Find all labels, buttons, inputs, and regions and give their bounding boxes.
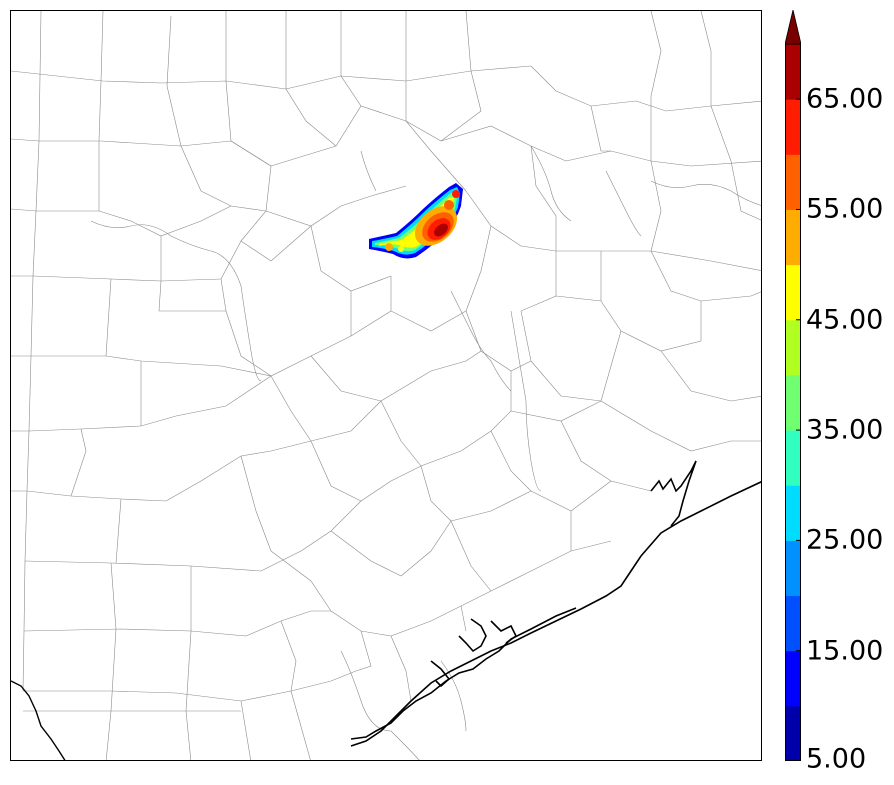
colorbar-segment <box>785 540 801 597</box>
colorbar-outline <box>785 43 801 761</box>
colorbar-extend-arrow <box>785 10 801 45</box>
colorbar-tick-label: 55.00 <box>806 193 884 225</box>
colorbar-segment <box>785 264 801 321</box>
colorbar-segment <box>785 99 801 155</box>
colorbar-tick-label: 15.00 <box>806 635 884 667</box>
colorbar-segment <box>785 374 801 431</box>
colorbar-segment <box>785 430 801 486</box>
reflectivity-storm-cell <box>369 183 463 259</box>
colorbar-segment <box>785 485 801 541</box>
colorbar-tick-label: 25.00 <box>806 524 884 556</box>
colorbar-segment <box>785 319 801 376</box>
colorbar-segment <box>785 44 801 100</box>
colorbar-segment <box>785 209 801 266</box>
colorbar-tick-label: 35.00 <box>806 414 884 446</box>
colorbar-tick-label: 65.00 <box>806 83 884 115</box>
map-panel <box>10 10 762 761</box>
colorbar <box>785 10 801 761</box>
colorbar-tick-label: 45.00 <box>806 304 884 336</box>
colorbar-tick-label: 5.00 <box>806 743 867 775</box>
state-border <box>11 680 66 760</box>
coastline <box>350 460 761 747</box>
colorbar-segment <box>785 650 801 707</box>
colorbar-segment <box>785 705 801 761</box>
colorbar-segment <box>785 154 801 210</box>
county-boundaries <box>11 11 761 760</box>
county-map <box>11 11 761 760</box>
colorbar-segment <box>785 595 801 652</box>
